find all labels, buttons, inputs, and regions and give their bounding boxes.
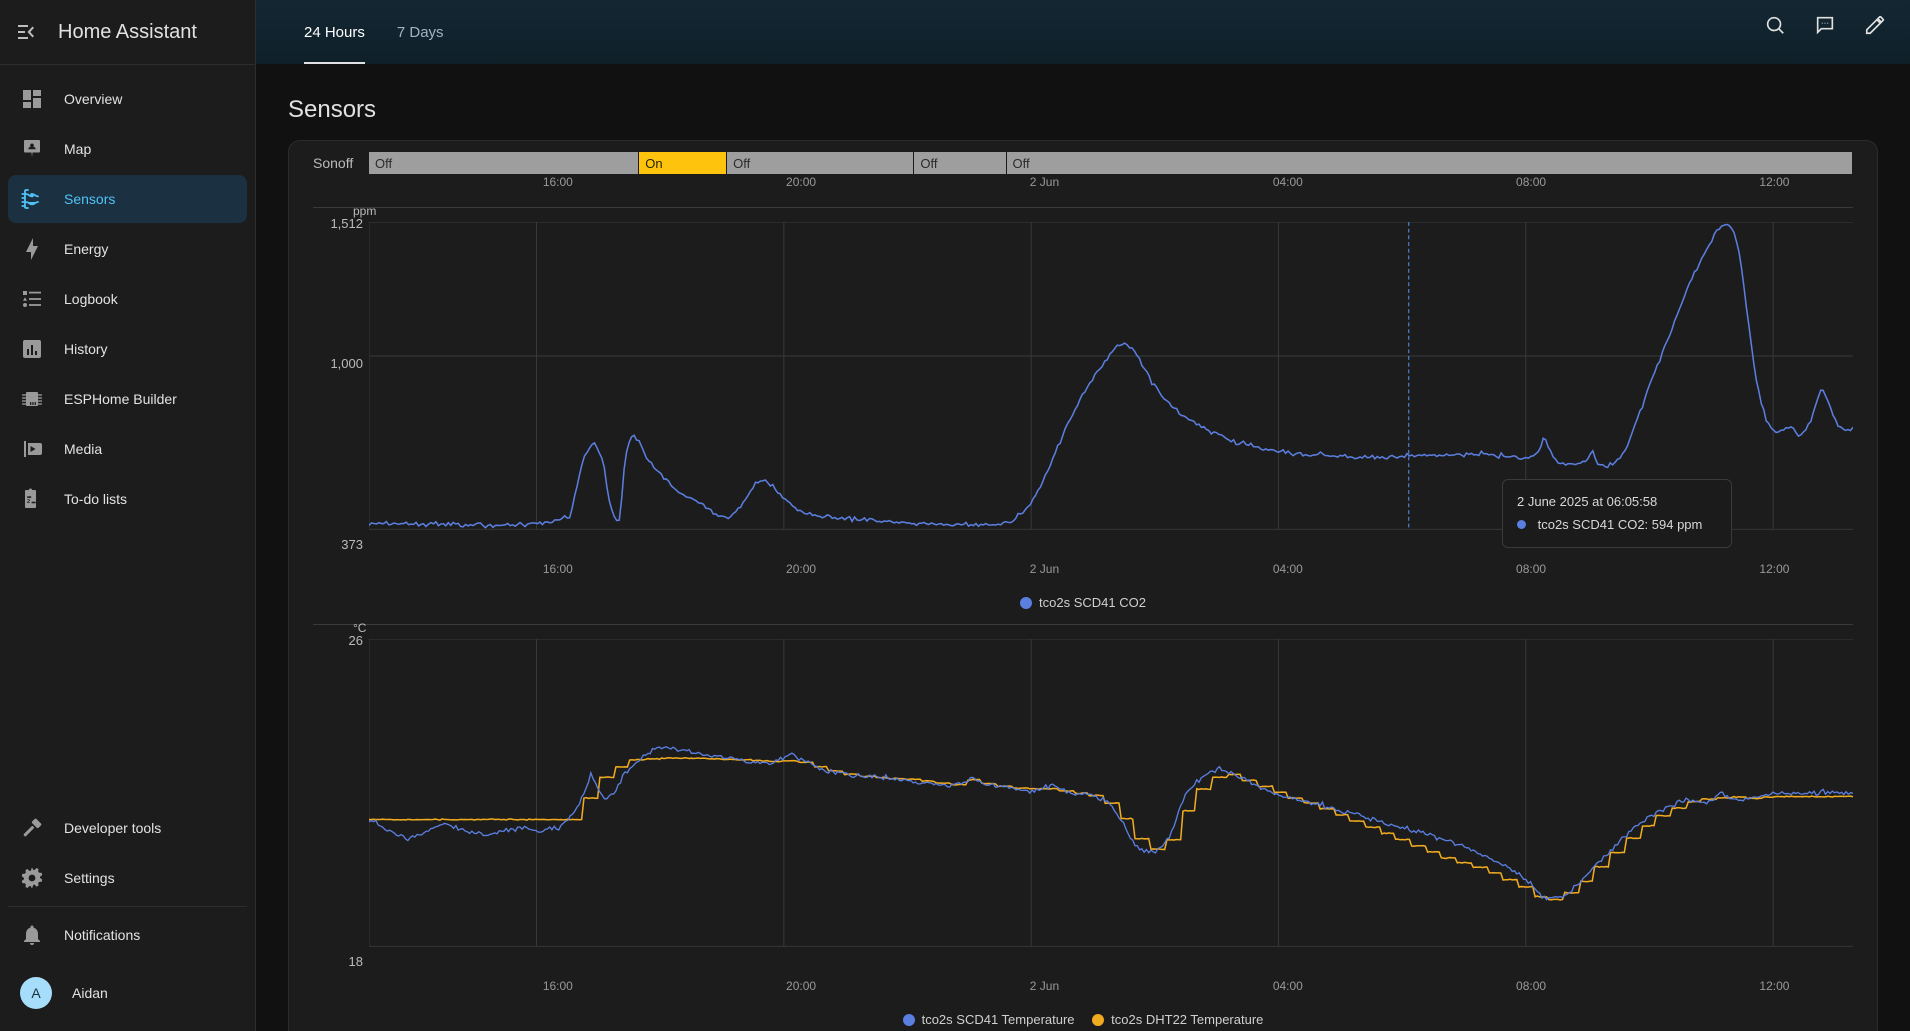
svg-text:2: 2 (27, 499, 30, 505)
